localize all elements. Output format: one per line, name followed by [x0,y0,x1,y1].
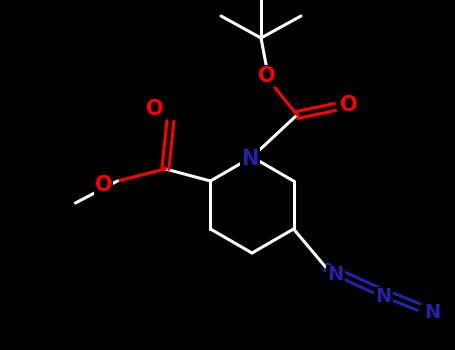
Text: N: N [328,266,344,285]
Text: O: O [95,175,112,195]
Text: O: O [258,66,276,86]
Text: O: O [146,99,163,119]
Text: N: N [241,149,259,169]
Text: N: N [425,302,441,322]
Text: N: N [375,287,392,307]
Text: O: O [340,95,358,115]
